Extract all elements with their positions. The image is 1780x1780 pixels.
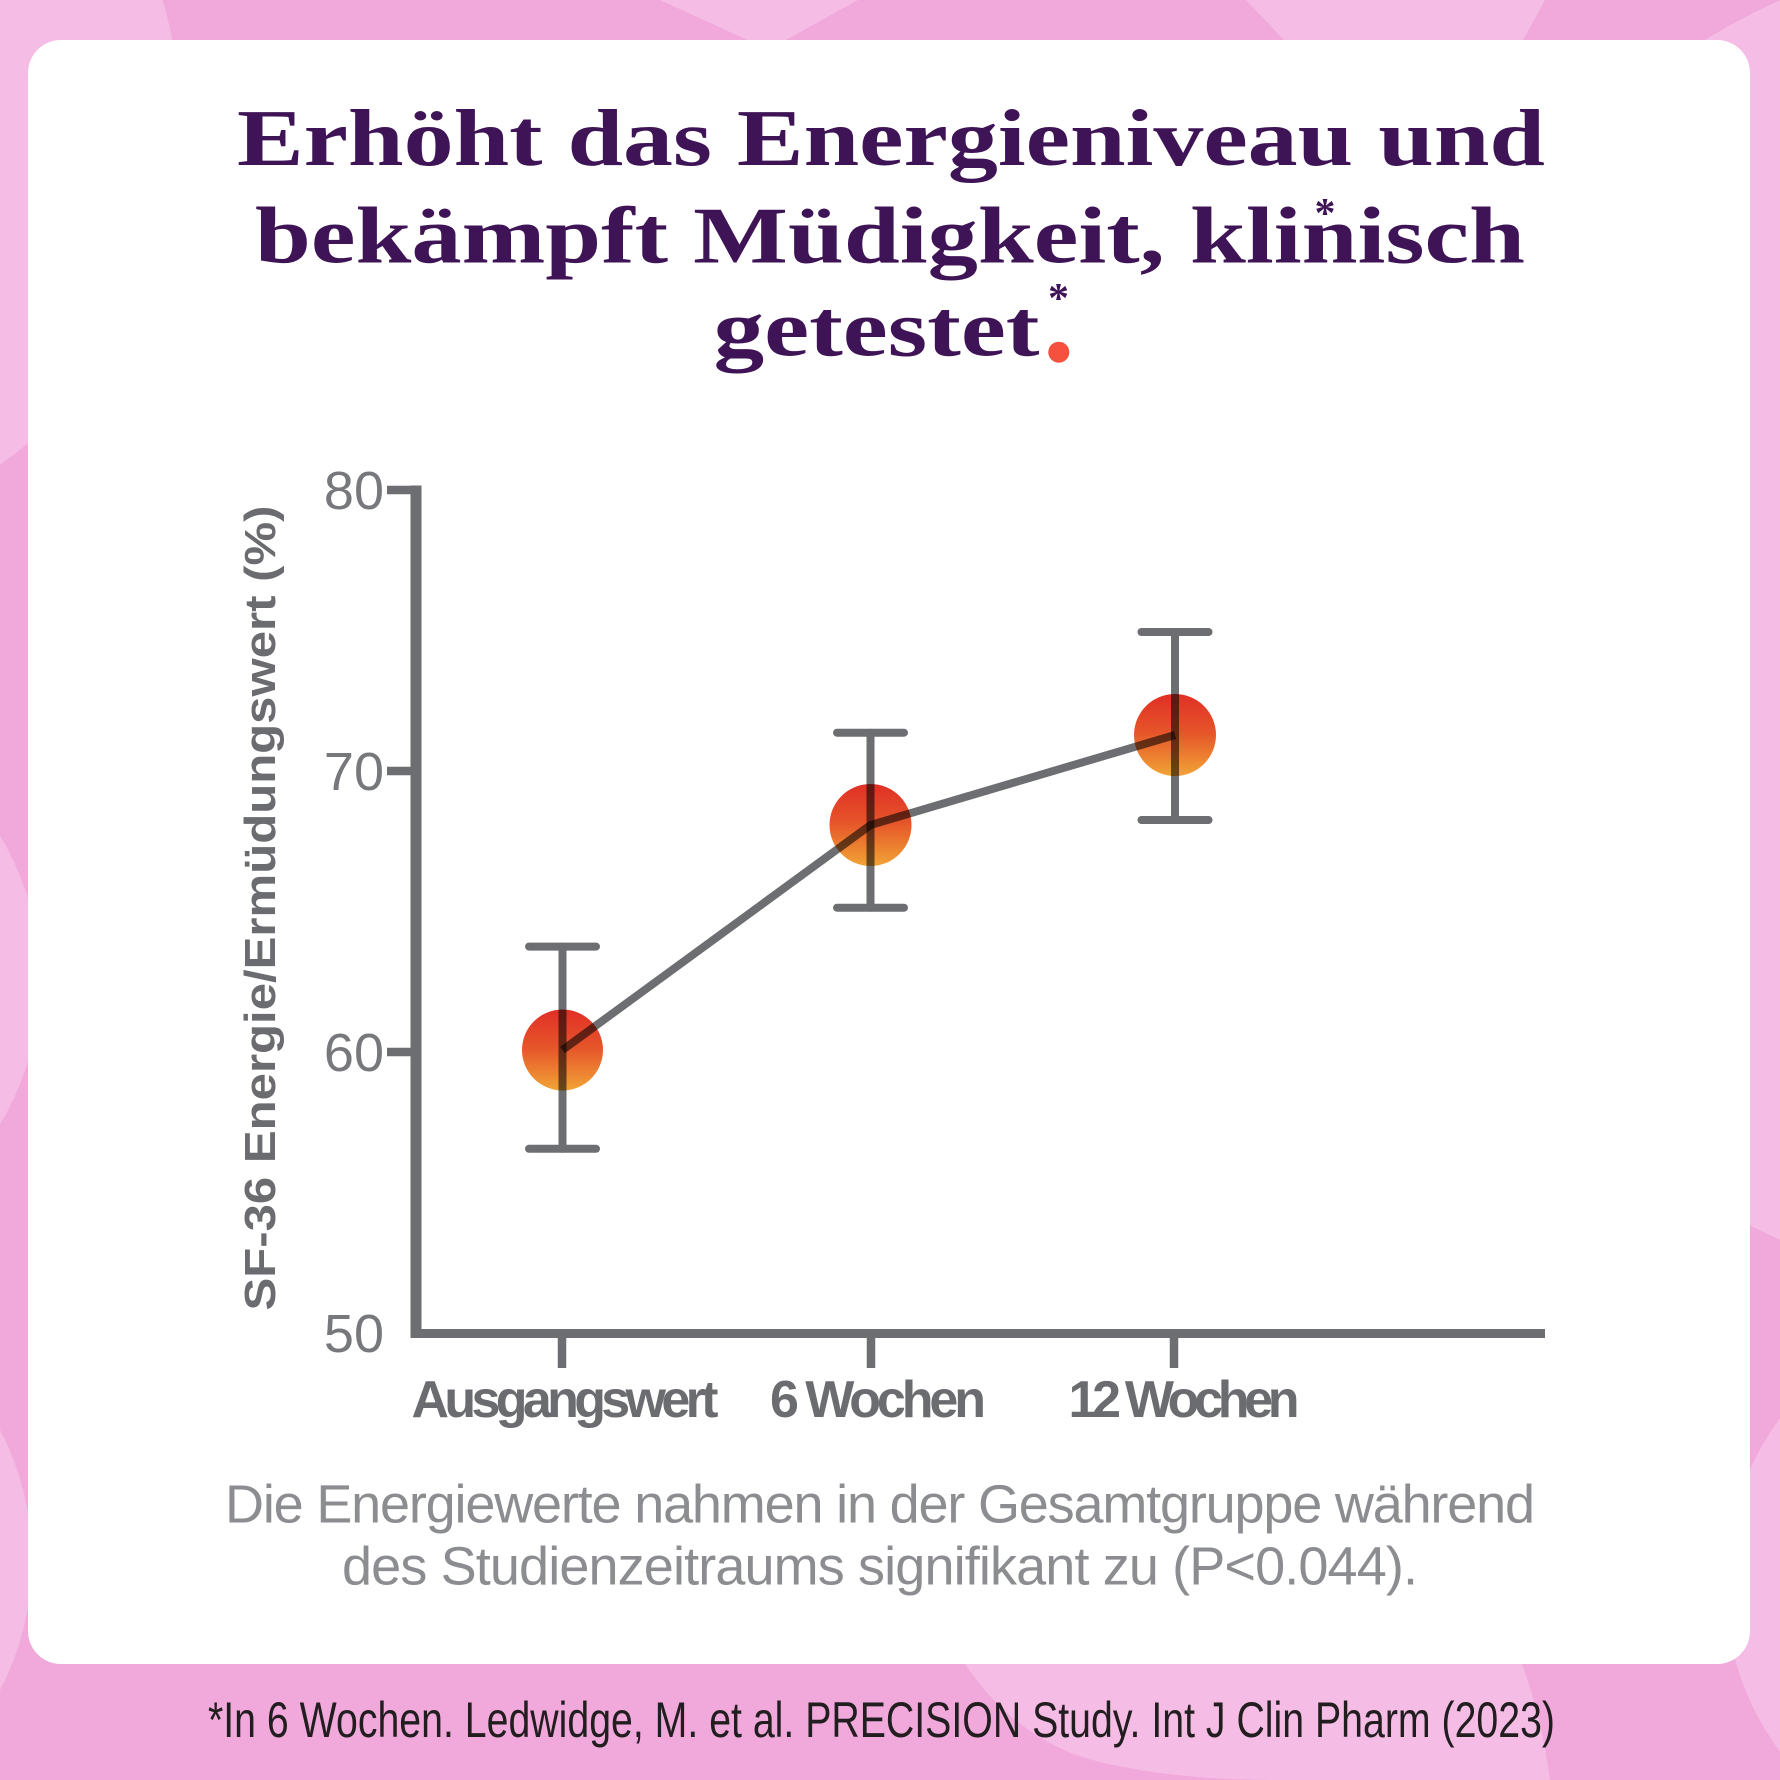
- svg-text:80: 80: [324, 461, 384, 521]
- svg-text:70: 70: [324, 742, 384, 802]
- svg-text:Erhöht das Energieniveau und: Erhöht das Energieniveau und: [237, 95, 1545, 183]
- svg-text:bekämpft Müdigkeit, klinisch: bekämpft Müdigkeit, klinisch: [255, 193, 1525, 281]
- svg-text:60: 60: [324, 1023, 384, 1083]
- svg-text:*: *: [1315, 191, 1336, 237]
- svg-text:*: *: [1048, 276, 1069, 322]
- svg-text:SF-36 Energie/Ermüdungswert (%: SF-36 Energie/Ermüdungswert (%): [236, 506, 285, 1311]
- svg-text:getestet: getestet: [714, 286, 1040, 374]
- svg-text:Ausgangswert: Ausgangswert: [412, 1371, 719, 1429]
- svg-text:6 Wochen: 6 Wochen: [770, 1371, 986, 1429]
- svg-text:*In 6 Wochen. Ledwidge, M. et: *In 6 Wochen. Ledwidge, M. et al. PRECIS…: [208, 1692, 1555, 1748]
- svg-text:12 Wochen: 12 Wochen: [1069, 1371, 1300, 1429]
- svg-text:des Studienzeitraums signifika: des Studienzeitraums signifikant zu (P<0…: [342, 1537, 1418, 1597]
- svg-text:Die Energiewerte nahmen in der: Die Energiewerte nahmen in der Gesamtgru…: [225, 1475, 1535, 1535]
- svg-text:50: 50: [324, 1304, 384, 1364]
